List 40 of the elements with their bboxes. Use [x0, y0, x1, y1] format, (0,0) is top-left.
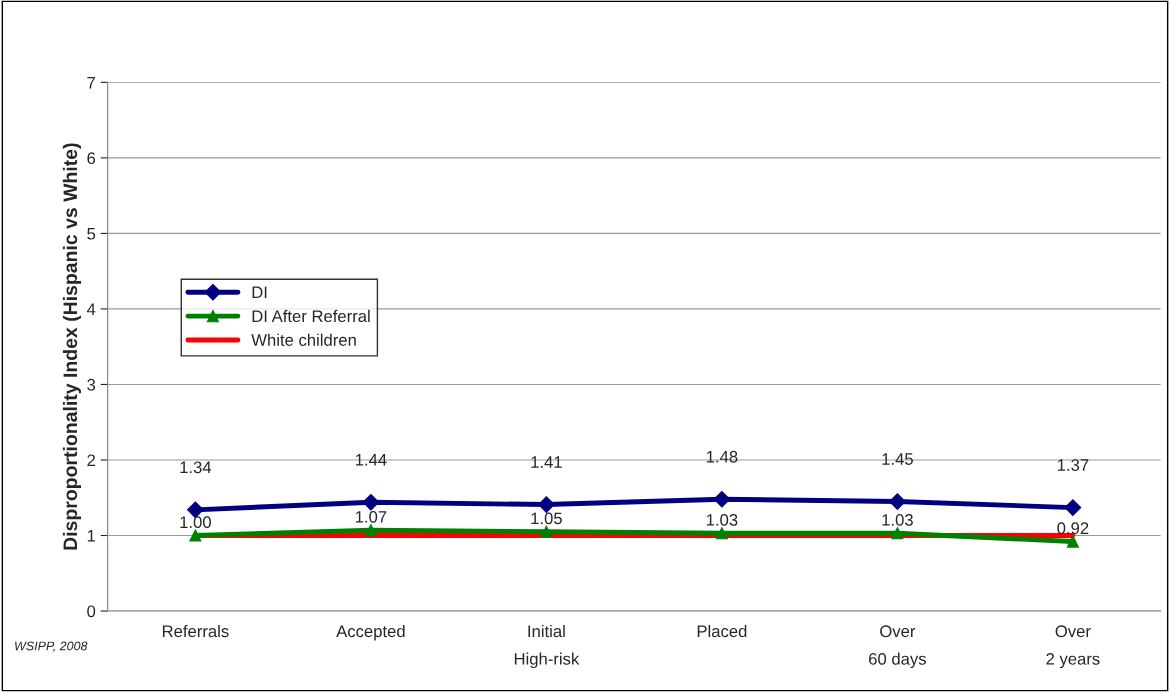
data-label: 1.44 [355, 454, 387, 466]
y-tick-label: 0 [87, 605, 96, 618]
data-label: 1.07 [355, 510, 387, 523]
y-tick-label: 5 [87, 227, 96, 240]
data-label: 1.03 [882, 513, 913, 526]
y-tick-label: 4 [86, 303, 96, 315]
y-axis-title: Disproportionality Index (Hispanic vs White) [62, 143, 82, 550]
data-label: 1.03 [706, 513, 738, 526]
y-tick-label: 2 [87, 454, 95, 467]
x-tick-label: Over 2 years [1046, 625, 1100, 669]
point [540, 525, 553, 538]
x-tick-label: Referrals [162, 624, 229, 638]
y-tick-label: 1 [87, 530, 96, 542]
point [538, 496, 555, 513]
data-label: 1.41 [531, 456, 562, 468]
point [1066, 535, 1079, 548]
point [715, 527, 728, 540]
legend-label: DI After Referral [252, 309, 370, 323]
x-tick-label: Over 60 days [869, 625, 926, 669]
point [364, 524, 377, 537]
data-label: 0.92 [1057, 522, 1089, 535]
y-tick-label: 3 [87, 378, 96, 391]
point [189, 529, 202, 542]
x-tick-label: Placed [697, 624, 747, 638]
y-tick-label: 7 [87, 76, 95, 89]
x-tick-label: Accepted [336, 624, 405, 641]
data-label: 1.37 [1057, 459, 1089, 471]
legend-label: White children [251, 333, 356, 346]
point [889, 493, 906, 510]
data-label: 1.48 [706, 450, 738, 463]
data-label: 1.34 [180, 461, 212, 474]
text: WSIPP, 2008 [15, 641, 88, 652]
data-label: 1.05 [531, 512, 562, 525]
point [1064, 499, 1082, 516]
y-tick-label: 6 [87, 152, 96, 165]
point [891, 527, 904, 540]
legend-label: DI [252, 286, 267, 299]
data-label: 1.45 [882, 453, 913, 465]
x-tick-label: Initial High-risk [514, 624, 580, 669]
data-label: 1.00 [180, 516, 211, 529]
